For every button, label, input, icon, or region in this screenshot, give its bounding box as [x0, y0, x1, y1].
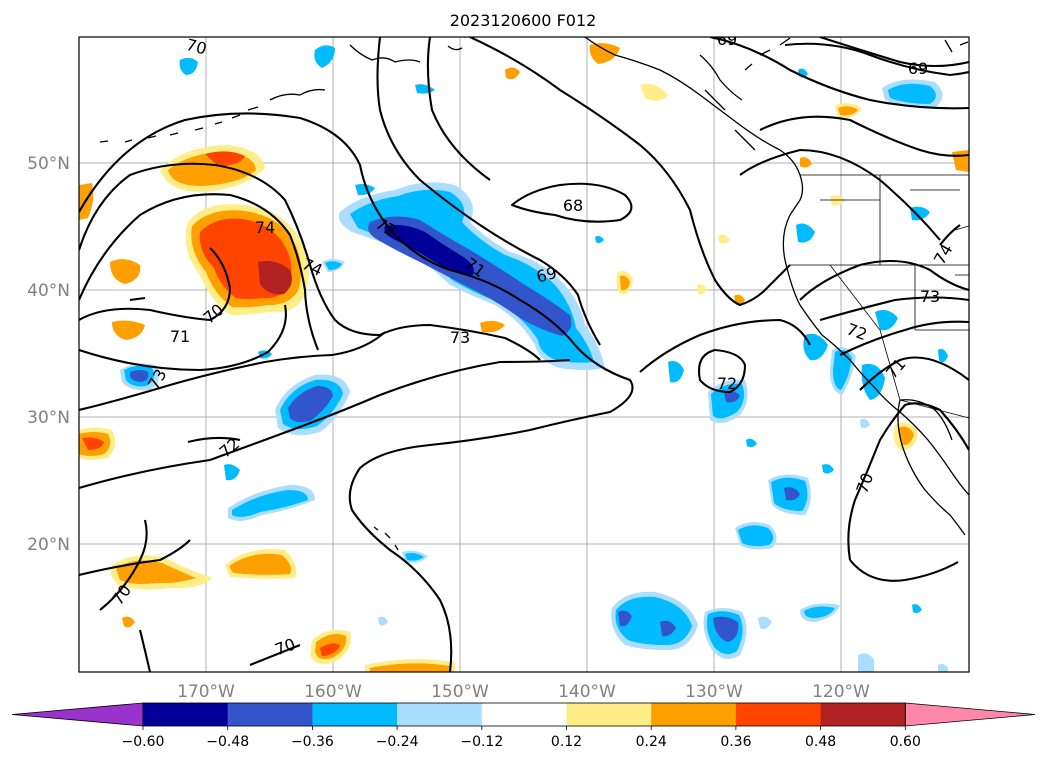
- colorbar-tick-label: 0.36: [720, 734, 751, 750]
- map-panel: 70 74 74 70 71 73 72 72 71 69 68 73 69 7…: [78, 30, 970, 673]
- contour-label: 72: [717, 374, 737, 393]
- contour-label: 69: [717, 30, 737, 49]
- colorbar-segment: [566, 703, 652, 726]
- contour-label: 69: [908, 59, 928, 78]
- contour-label: 70: [184, 35, 209, 59]
- colorbar-segment: [397, 703, 483, 726]
- longitude-labels: 170°W 160°W 150°W 140°W 130°W 120°W: [177, 682, 870, 702]
- colorbar: −0.60 −0.48 −0.36 −0.24 −0.12 0.12 0.24 0.36 0.4…: [11, 702, 1036, 750]
- lat-label-50n: 50°N: [27, 154, 70, 174]
- lon-label-170w: 170°W: [177, 682, 235, 702]
- colorbar-extend-max: [904, 702, 1036, 727]
- colorbar-tick-label: −0.24: [376, 734, 419, 750]
- lat-label-30n: 30°N: [27, 408, 70, 428]
- colorbar-segment: [651, 703, 737, 726]
- contour-label: 71: [170, 327, 190, 346]
- height-contours: [79, 37, 969, 672]
- colorbar-segment: [481, 703, 567, 726]
- colorbar-outline: [142, 702, 906, 727]
- lon-label-120w: 120°W: [812, 682, 870, 702]
- contour-label: 68: [563, 196, 583, 215]
- lat-label-20n: 20°N: [27, 535, 70, 555]
- colorbar-extend-min: [11, 702, 144, 727]
- colorbar-segment: [312, 703, 398, 726]
- colorbar-tick-label: −0.36: [291, 734, 334, 750]
- lon-label-140w: 140°W: [558, 682, 616, 702]
- lat-label-40n: 40°N: [27, 281, 70, 301]
- lon-label-130w: 130°W: [685, 682, 743, 702]
- colorbar-segment: [143, 703, 229, 726]
- positive-shading: [79, 43, 969, 672]
- chart-title: 2023120600 F012: [450, 11, 597, 30]
- latitude-labels: 50°N 40°N 30°N 20°N: [27, 154, 70, 555]
- colorbar-tick-label: −0.48: [206, 734, 249, 750]
- colorbar-tick-label: 0.48: [805, 734, 836, 750]
- lon-label-160w: 160°W: [304, 682, 362, 702]
- contour-label: 73: [450, 328, 470, 347]
- contour-label: 74: [255, 218, 275, 237]
- colorbar-tick-label: 0.60: [890, 734, 921, 750]
- colorbar-segment: [227, 703, 313, 726]
- colorbar-tick-label: 0.12: [551, 734, 582, 750]
- contour-label-group: 70 74 74 70 71 73 72 72 71 69 68 73 69 7…: [108, 30, 957, 659]
- map-frame: [78, 36, 970, 673]
- colorbar-tick-label: −0.12: [460, 734, 503, 750]
- lon-label-150w: 150°W: [431, 682, 489, 702]
- coastlines: [99, 37, 969, 551]
- contour-label: 69: [534, 263, 559, 287]
- colorbar-segment: [735, 703, 822, 726]
- colorbar-tick-label: 0.24: [636, 734, 667, 750]
- colorbar-segment: [820, 703, 906, 726]
- colorbar-tick-label: −0.60: [122, 734, 165, 750]
- contour-label: 73: [920, 287, 940, 306]
